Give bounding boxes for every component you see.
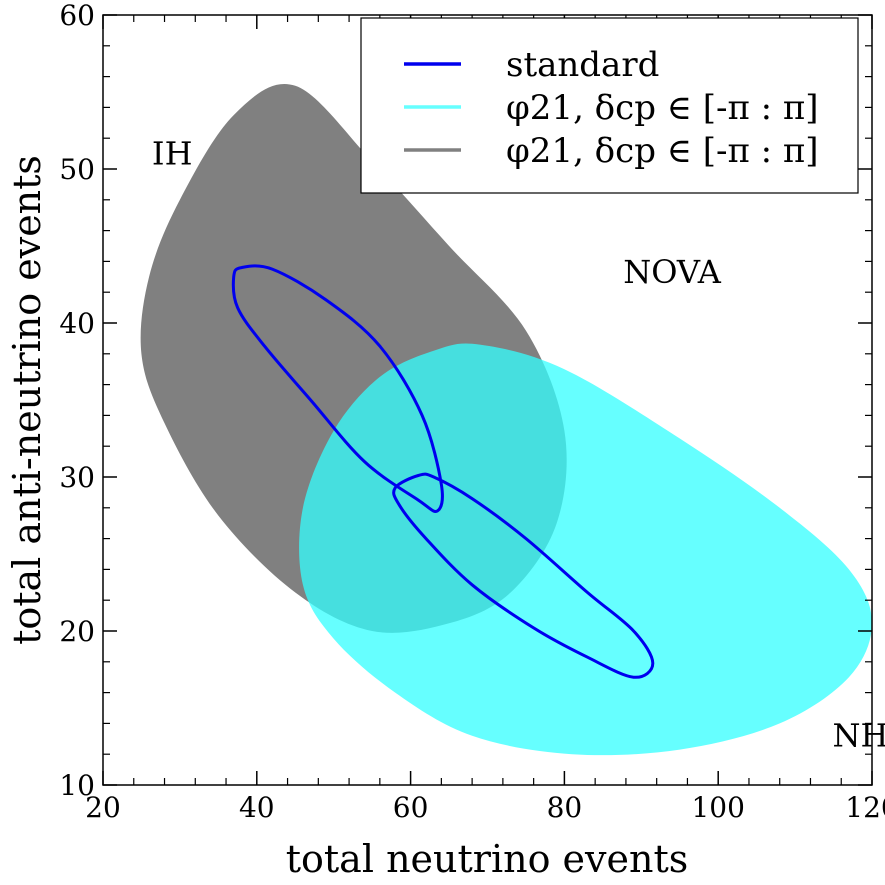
x-axis-label: total neutrino events [286, 837, 688, 881]
y-axis-label: total anti-neutrino events [5, 155, 49, 645]
y-tick-label: 10 [59, 769, 95, 802]
x-tick-label: 60 [393, 791, 429, 824]
y-tick-label: 20 [59, 615, 95, 648]
nh-region [299, 343, 873, 756]
x-tick-label: 80 [547, 791, 583, 824]
standard-curve-nh [392, 472, 655, 679]
data-regions [140, 83, 873, 756]
annotations: IH NOVA NH [152, 135, 885, 755]
legend-label: standard [506, 45, 659, 85]
annotation-nova: NOVA [623, 253, 722, 291]
axes: 20406080100120102030405060 [59, 0, 885, 824]
x-tick-label: 40 [239, 791, 275, 824]
y-tick-label: 60 [59, 0, 95, 32]
y-tick-label: 30 [59, 461, 95, 494]
annotation-nh: NH [833, 717, 885, 755]
x-tick-label: 100 [691, 791, 744, 824]
annotation-ih: IH [152, 135, 193, 173]
plot-frame [102, 14, 873, 786]
y-tick-label: 50 [59, 153, 95, 186]
data-curves [231, 264, 655, 679]
y-tick-label: 40 [59, 307, 95, 340]
x-tick-label: 20 [85, 791, 121, 824]
x-tick-label: 120 [845, 791, 885, 824]
standard-curve-ih [231, 264, 444, 513]
legend-label: φ21, δcp ∈ [-π : π] [506, 131, 819, 171]
legend-label: φ21, δcp ∈ [-π : π] [506, 88, 819, 128]
